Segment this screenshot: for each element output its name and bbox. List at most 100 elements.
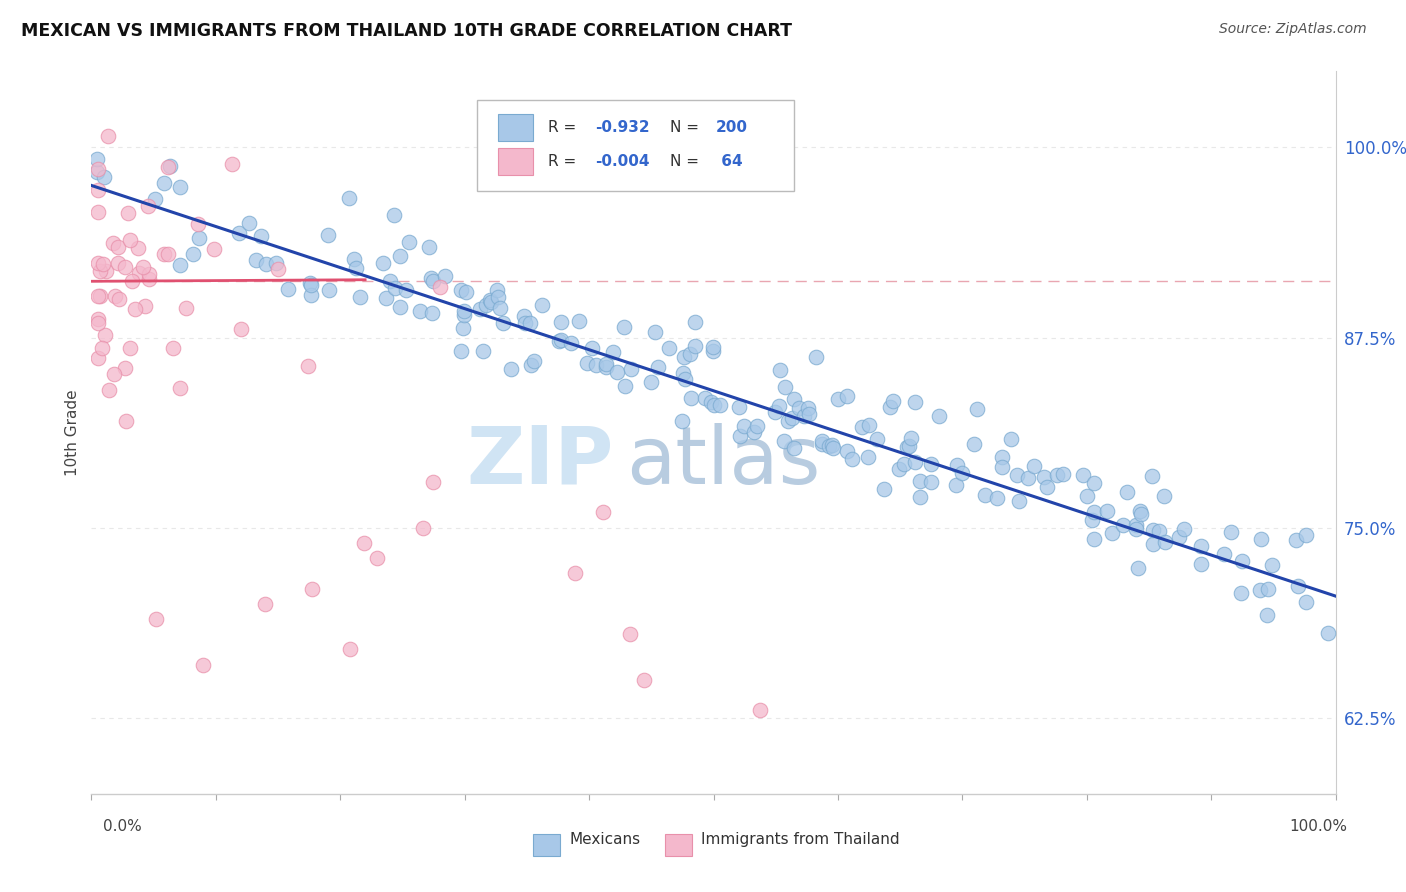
Point	[374, 291, 396, 305]
Point	[86, 288, 108, 302]
Text: ZIP: ZIP	[467, 423, 614, 500]
Point	[98, 383, 121, 397]
Point	[620, 361, 643, 376]
Point	[187, 231, 209, 245]
Point	[1000, 432, 1022, 446]
Point	[1189, 557, 1212, 571]
Point	[193, 657, 215, 672]
Point	[827, 392, 849, 407]
Point	[1249, 583, 1271, 598]
Point	[337, 191, 360, 205]
Point	[187, 217, 209, 231]
Point	[488, 301, 510, 315]
FancyBboxPatch shape	[533, 834, 561, 856]
Text: -0.004: -0.004	[595, 154, 650, 169]
Point	[595, 360, 617, 375]
Point	[1295, 594, 1317, 608]
Text: 200: 200	[716, 120, 748, 136]
Point	[422, 274, 444, 288]
Point	[91, 257, 114, 271]
Text: MEXICAN VS IMMIGRANTS FROM THAILAND 10TH GRADE CORRELATION CHART: MEXICAN VS IMMIGRANTS FROM THAILAND 10TH…	[21, 22, 792, 40]
Point	[316, 227, 339, 242]
Point	[523, 354, 546, 368]
Point	[86, 316, 108, 330]
Point	[950, 467, 973, 481]
Point	[86, 183, 108, 197]
Point	[1250, 532, 1272, 546]
Point	[900, 431, 922, 445]
Point	[89, 289, 111, 303]
Point	[920, 457, 942, 471]
Point	[1220, 525, 1243, 540]
Point	[94, 264, 117, 278]
Point	[882, 394, 904, 409]
Point	[1154, 535, 1177, 549]
Point	[382, 208, 405, 222]
Point	[143, 193, 166, 207]
Point	[299, 277, 322, 292]
Point	[250, 229, 273, 244]
Point	[298, 276, 321, 290]
Point	[747, 419, 769, 434]
Point	[238, 216, 260, 230]
Point	[1147, 524, 1170, 538]
Point	[866, 433, 889, 447]
Text: atlas: atlas	[627, 423, 821, 500]
Point	[86, 351, 108, 365]
Point	[86, 161, 108, 176]
Point	[633, 673, 655, 687]
Point	[485, 283, 508, 297]
Point	[277, 282, 299, 296]
Point	[138, 267, 160, 281]
Point	[1115, 485, 1137, 500]
Point	[695, 391, 717, 405]
Point	[389, 300, 412, 314]
Point	[520, 359, 543, 373]
Point	[1256, 608, 1278, 623]
Point	[118, 341, 141, 355]
Point	[1142, 523, 1164, 537]
Point	[395, 283, 418, 297]
Point	[1128, 504, 1150, 518]
Point	[783, 392, 806, 406]
Point	[254, 257, 277, 271]
Point	[433, 268, 456, 283]
Point	[89, 264, 111, 278]
Point	[797, 408, 820, 422]
Point	[159, 159, 181, 173]
Point	[117, 206, 139, 220]
Point	[910, 490, 932, 504]
Point	[841, 452, 863, 467]
Point	[576, 356, 599, 370]
Point	[681, 391, 703, 405]
Text: N =: N =	[671, 120, 704, 136]
Point	[966, 401, 988, 416]
Point	[349, 291, 371, 305]
Point	[1317, 626, 1340, 640]
Point	[422, 475, 444, 489]
Point	[1101, 526, 1123, 541]
Point	[153, 176, 176, 190]
Point	[454, 285, 477, 299]
Point	[530, 298, 553, 312]
Point	[94, 327, 117, 342]
Point	[889, 462, 911, 476]
Point	[702, 340, 724, 354]
Point	[818, 439, 841, 453]
Point	[773, 380, 796, 394]
Point	[702, 343, 724, 358]
Point	[733, 419, 755, 434]
Point	[568, 313, 591, 327]
Point	[1173, 522, 1195, 536]
Point	[373, 255, 395, 269]
Point	[673, 350, 696, 364]
Point	[904, 455, 927, 469]
Point	[472, 344, 495, 359]
Point	[673, 372, 696, 386]
Point	[858, 417, 880, 432]
Point	[595, 357, 617, 371]
Point	[945, 478, 967, 492]
Point	[86, 165, 108, 179]
Text: N =: N =	[671, 154, 704, 169]
Point	[991, 460, 1014, 475]
